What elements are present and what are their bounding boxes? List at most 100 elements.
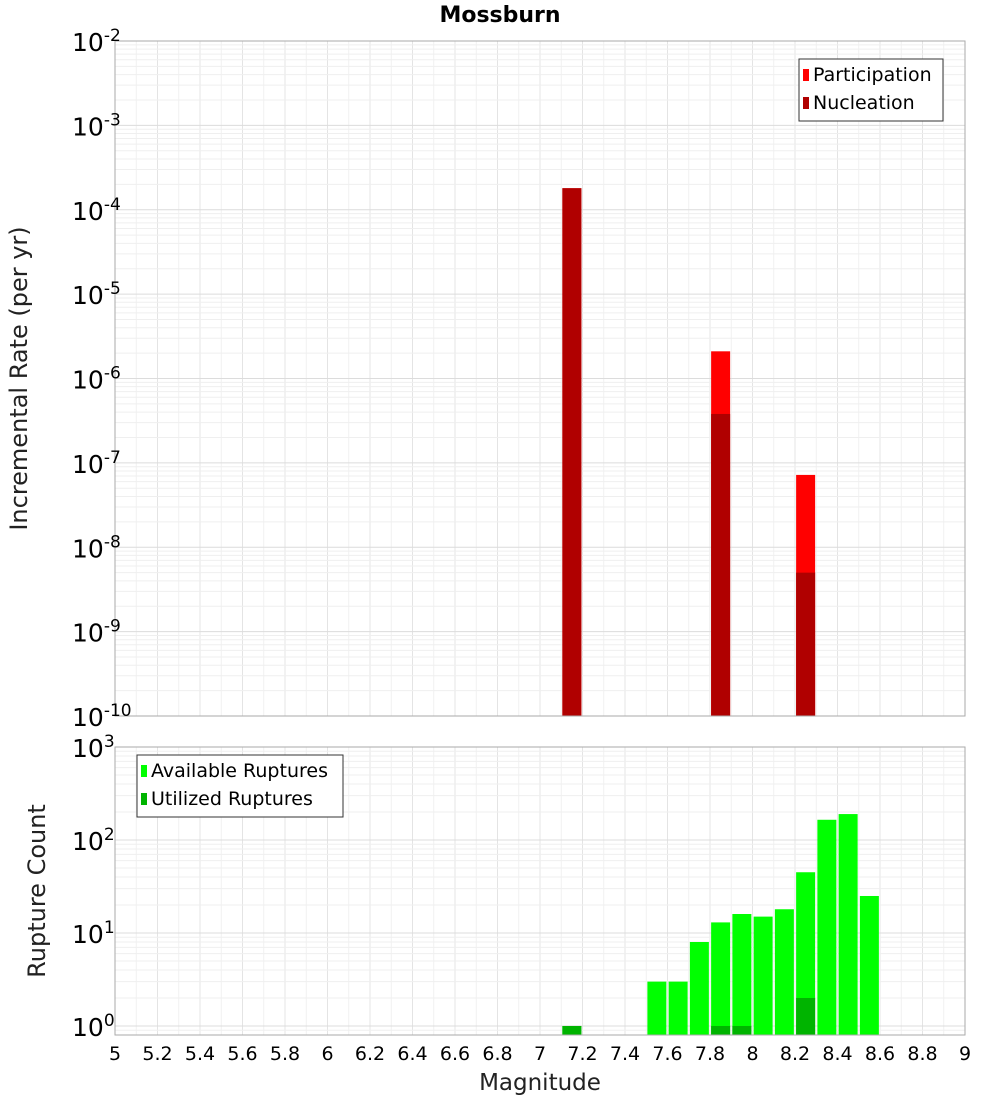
bar-0-11 <box>859 895 879 1035</box>
x-tick-label: 5.4 <box>185 1043 215 1065</box>
x-tick-label: 7.2 <box>567 1043 597 1065</box>
bar-1-1 <box>711 1025 731 1035</box>
x-tick-label: 5.8 <box>270 1043 300 1065</box>
y-axis-label: Incremental Rate (per yr) <box>5 226 33 530</box>
y-tick-exponent: -4 <box>104 195 121 215</box>
y-tick-label: 100 <box>72 1011 115 1042</box>
x-tick-label: 6.4 <box>397 1043 427 1065</box>
y-tick-base: 10 <box>72 112 104 141</box>
y-tick-exponent: -10 <box>104 701 132 721</box>
bar-1-0 <box>562 1025 582 1035</box>
bar-0-4 <box>711 922 731 1035</box>
x-tick-label: 8.4 <box>822 1043 852 1065</box>
x-tick-label: 5.2 <box>142 1043 172 1065</box>
y-tick-label: 10-9 <box>72 617 121 648</box>
bar-0-7 <box>774 909 794 1035</box>
x-tick-label: 6.2 <box>355 1043 385 1065</box>
y-tick-base: 10 <box>72 450 104 479</box>
y-tick-base: 10 <box>72 534 104 563</box>
y-tick-exponent: 3 <box>104 732 115 752</box>
bar-0-9 <box>817 819 837 1035</box>
y-tick-exponent: -5 <box>104 279 121 299</box>
y-tick-exponent: 1 <box>104 918 115 938</box>
x-tick-label: 6.8 <box>482 1043 512 1065</box>
y-tick-base: 10 <box>72 703 104 732</box>
plot-frame <box>114 40 966 717</box>
legend-swatch <box>803 69 809 81</box>
legend: Participation Nucleation <box>798 58 944 122</box>
x-tick-label: 5.6 <box>227 1043 257 1065</box>
bar-1-2 <box>796 572 816 716</box>
x-tick-label: 8.2 <box>780 1043 810 1065</box>
y-tick-label: 10-2 <box>72 26 121 57</box>
y-tick-base: 10 <box>72 734 104 763</box>
y-tick-base: 10 <box>72 827 104 856</box>
y-tick-exponent: 2 <box>104 825 115 845</box>
legend-label: Available Ruptures <box>151 760 328 782</box>
x-tick-label: 7 <box>534 1043 546 1065</box>
legend-label: Utilized Ruptures <box>151 788 313 810</box>
y-axis-label: Rupture Count <box>23 804 51 978</box>
x-tick-label: 5 <box>109 1043 121 1065</box>
y-tick-label: 103 <box>72 732 115 763</box>
rate-panel: 10-1010-910-810-710-610-510-410-310-2Inc… <box>5 26 966 732</box>
y-tick-label: 10-6 <box>72 364 121 395</box>
bar-0-5 <box>732 914 752 1035</box>
y-tick-base: 10 <box>72 28 104 57</box>
x-tick-label: 8.8 <box>907 1043 937 1065</box>
x-axis-label: Magnitude <box>479 1070 601 1096</box>
y-tick-label: 10-8 <box>72 532 121 563</box>
y-tick-base: 10 <box>72 920 104 949</box>
y-tick-exponent: -7 <box>104 448 121 468</box>
y-tick-label: 10-4 <box>72 195 121 226</box>
plot-frame <box>114 746 966 1036</box>
y-tick-label: 102 <box>72 825 115 856</box>
y-tick-base: 10 <box>72 281 104 310</box>
y-tick-exponent: -3 <box>104 110 121 130</box>
y-tick-label: 10-7 <box>72 448 121 479</box>
series-1 <box>562 997 816 1035</box>
series-0 <box>562 814 879 1035</box>
x-tick-label: 7.6 <box>652 1043 682 1065</box>
legend-box <box>798 58 944 122</box>
x-tick-label: 6.6 <box>440 1043 470 1065</box>
y-tick-base: 10 <box>72 1013 104 1042</box>
bar-0-3 <box>689 942 709 1035</box>
legend-swatch <box>141 765 147 777</box>
y-tick-exponent: -8 <box>104 532 121 552</box>
y-tick-label: 10-5 <box>72 279 121 310</box>
bar-1-3 <box>796 997 816 1035</box>
y-tick-base: 10 <box>72 366 104 395</box>
y-tick-exponent: 0 <box>104 1011 115 1031</box>
y-tick-exponent: -9 <box>104 617 121 637</box>
x-tick-labels: 5 5.2 5.4 5.6 5.8 6 6.2 6.4 6.6 6.8 7 7.2 7.4 7.6 7.8 8… <box>109 1043 971 1065</box>
legend-swatch <box>141 793 147 805</box>
bar-0-2 <box>668 981 688 1035</box>
legend: Available Ruptures Utilized Ruptures <box>136 754 344 818</box>
series-1 <box>562 188 816 717</box>
legend-label: Nucleation <box>813 92 915 114</box>
y-tick-label: 101 <box>72 918 115 949</box>
bar-1-0 <box>562 188 582 717</box>
legend-label: Participation <box>813 64 932 86</box>
legend-swatch <box>803 97 809 109</box>
y-tick-base: 10 <box>72 619 104 648</box>
bar-0-8 <box>796 872 816 1035</box>
y-tick-base: 10 <box>72 197 104 226</box>
y-tick-label: 10-10 <box>72 701 132 732</box>
chart-title: Mossburn <box>439 3 560 28</box>
x-tick-label: 8 <box>746 1043 758 1065</box>
x-tick-label: 7.4 <box>610 1043 640 1065</box>
legend-box <box>136 754 344 818</box>
x-tick-label: 7.8 <box>695 1043 725 1065</box>
bar-1-1 <box>711 413 731 716</box>
y-tick-exponent: -6 <box>104 364 121 384</box>
y-tick-exponent: -2 <box>104 26 121 46</box>
y-tick-label: 10-3 <box>72 110 121 141</box>
x-tick-label: 8.6 <box>865 1043 895 1065</box>
bar-0-10 <box>838 814 858 1035</box>
